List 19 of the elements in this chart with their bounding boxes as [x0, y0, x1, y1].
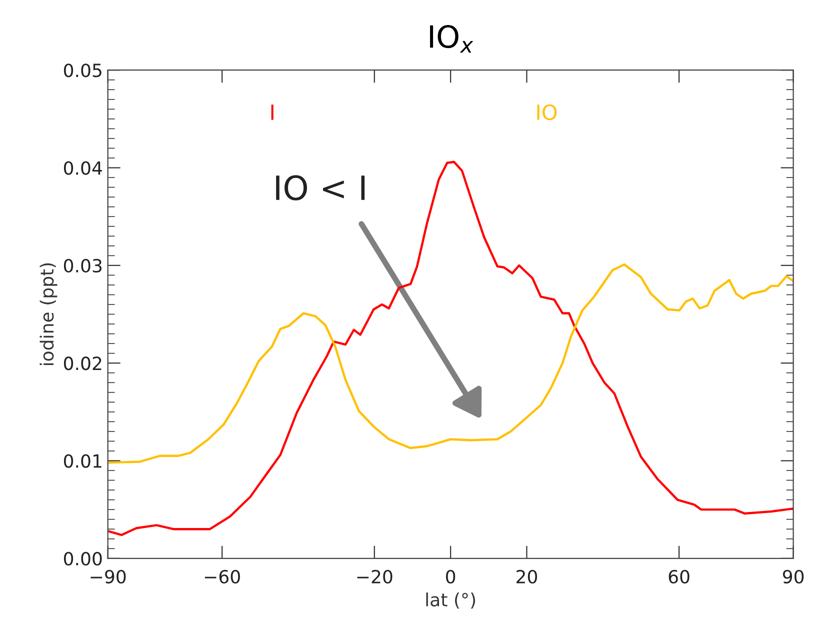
- x-axis-title: lat (°): [426, 592, 476, 609]
- x-tick-label: 0: [446, 570, 456, 584]
- y-tick-label: 0.03: [64, 258, 102, 273]
- x-tick-label: −90: [90, 570, 126, 584]
- y-tick-label: 0.01: [64, 454, 102, 468]
- text: IO: [537, 104, 557, 120]
- x-tick-label: 20: [516, 570, 538, 584]
- x-tick-label: −20: [357, 570, 392, 584]
- y-tick-label: 0.00: [64, 552, 102, 566]
- annotation: IO < I: [276, 175, 365, 200]
- y-axis-title: iodine (ppt): [40, 263, 58, 366]
- x-tick-label: 90: [782, 570, 804, 584]
- text: I: [271, 104, 274, 120]
- chart-title: IO$_{x}$: [430, 24, 474, 53]
- x-tick-label: −60: [204, 570, 240, 584]
- y-tick-label: 0.02: [64, 356, 102, 370]
- y-tick-label: 0.04: [64, 161, 102, 175]
- y-tick-label: 0.05: [64, 64, 102, 78]
- x-tick-label: 60: [668, 570, 690, 584]
